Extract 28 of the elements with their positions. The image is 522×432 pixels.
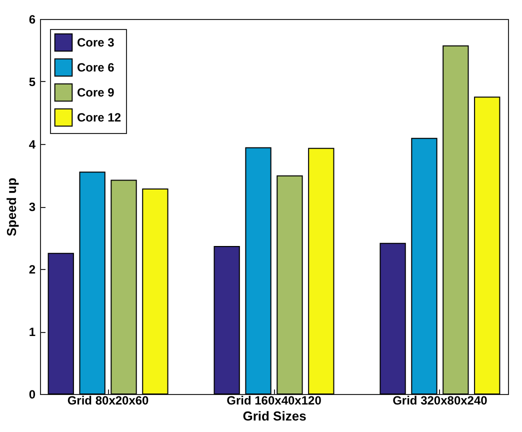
y-tick-label: 1: [28, 325, 36, 339]
y-tick-label: 0: [28, 388, 36, 402]
legend-label: Core 3: [77, 36, 115, 50]
x-tick-label: Grid 80x20x60: [67, 394, 150, 408]
y-tick-label: 2: [28, 262, 36, 276]
bar: [142, 188, 168, 394]
y-axis-title: Speed up: [4, 178, 19, 236]
bar: [110, 180, 137, 394]
bar: [214, 246, 240, 394]
bar: [411, 138, 438, 394]
y-tick-label: 4: [28, 138, 36, 152]
bar: [442, 45, 469, 394]
legend-label: Core 9: [77, 86, 115, 100]
bar: [474, 96, 500, 394]
bar: [245, 147, 272, 394]
y-tick-label: 5: [28, 75, 36, 89]
bar: [48, 252, 74, 394]
legend-label: Core 12: [77, 110, 122, 124]
y-tick-label: 6: [28, 12, 36, 26]
x-tick-label: Grid 320x80x240: [392, 394, 488, 408]
bar: [380, 242, 406, 394]
bar: [79, 172, 106, 394]
legend-label: Core 6: [77, 60, 115, 74]
y-tick-label: 3: [28, 200, 36, 214]
bar: [276, 175, 303, 394]
x-tick-label: Grid 160x40x120: [226, 394, 322, 408]
x-axis-title: Grid Sizes: [242, 408, 306, 424]
bar: [308, 148, 334, 394]
